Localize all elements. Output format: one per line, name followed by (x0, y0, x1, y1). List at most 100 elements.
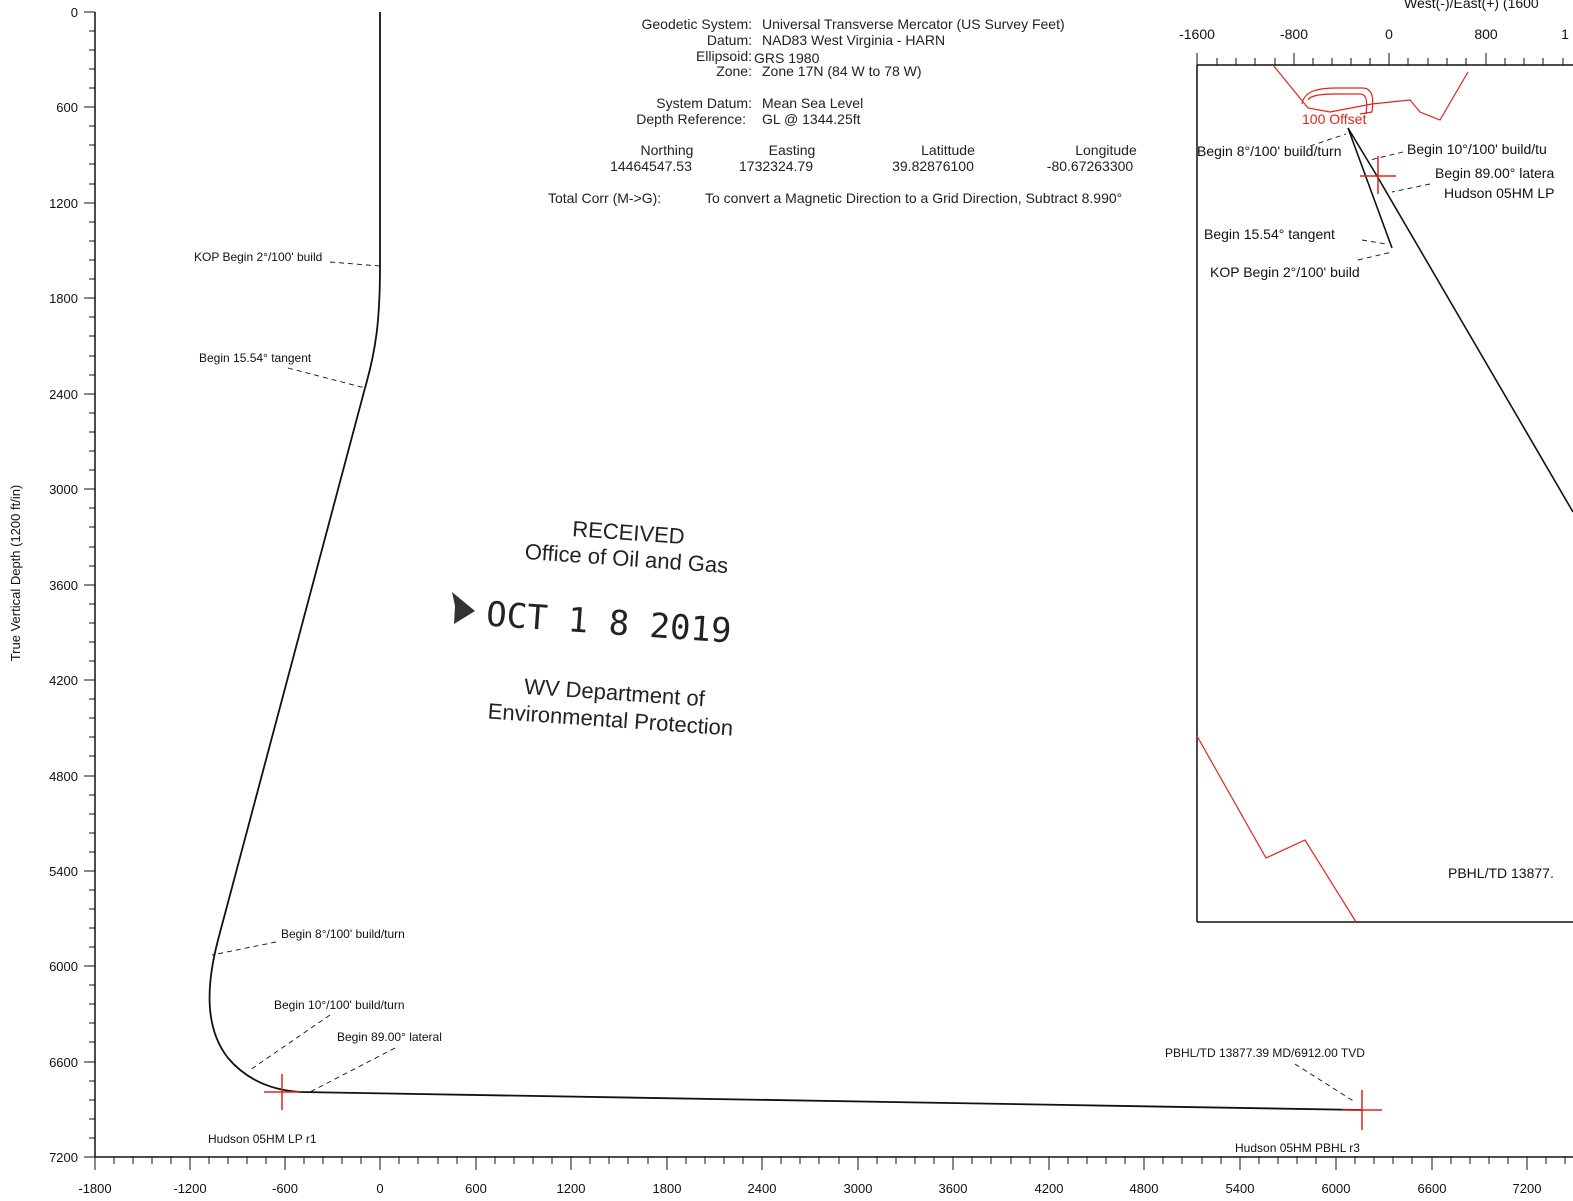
plan-offset-label: 100 Offset (1302, 111, 1366, 127)
received-stamp: RECEIVED Office of Oil and Gas OCT 1 8 2… (452, 516, 734, 741)
plan-build10-leader (1369, 151, 1404, 161)
depth-ref-value: GL @ 1344.25ft (762, 111, 861, 127)
plan-tick-label: 1 (1561, 26, 1569, 42)
geodetic-label: Geodetic System: (642, 16, 753, 32)
plan-tick-label: 0 (1385, 26, 1393, 42)
latitude-value: 39.82876100 (892, 158, 974, 174)
plan-tangent-annotation: Begin 15.54° tangent (1204, 226, 1335, 242)
stamp-arrow-mark (452, 592, 475, 624)
plan-tick-label: -1600 (1179, 26, 1215, 42)
x-tick-label: 1800 (653, 1181, 682, 1196)
plan-pbhl-annotation: PBHL/TD 13877. (1448, 865, 1554, 881)
x-tick-label: 7200 (1513, 1181, 1542, 1196)
x-tick-label: -600 (272, 1181, 298, 1196)
lateral-annotation: Begin 89.00° lateral (337, 1030, 442, 1044)
lp-annotation: Hudson 05HM LP r1 (208, 1132, 317, 1146)
plan-view: West(-)/East(+) (1600 -1600 -800 0 800 1… (1179, 0, 1573, 923)
plan-kop-annotation: KOP Begin 2°/100' build (1210, 264, 1360, 280)
y-tick-label: 7200 (49, 1150, 78, 1165)
ellipsoid-label: Ellipsoid: (696, 48, 752, 64)
plan-ticks (1196, 53, 1564, 65)
easting-label: Easting (769, 142, 816, 158)
plan-tangent-leader (1361, 239, 1387, 245)
ellipsoid-value: GRS 1980 (754, 50, 820, 66)
plan-lp-annotation: Hudson 05HM LP (1444, 185, 1555, 201)
kop-annotation: KOP Begin 2°/100' build (194, 250, 322, 264)
build8-leader (211, 941, 277, 956)
header-info: Geodetic System: Universal Transverse Me… (548, 16, 1137, 206)
lateral-leader (309, 1047, 396, 1093)
offset-boundary-bottom (1196, 735, 1357, 923)
datum-label: Datum: (707, 32, 752, 48)
plan-build8-leader (1309, 133, 1347, 147)
northing-value: 14464547.53 (610, 158, 692, 174)
plan-lp-cross (1360, 156, 1396, 194)
tangent-leader (287, 367, 366, 389)
plan-offset-lines (1196, 64, 1469, 923)
plan-lateral-leader (1391, 183, 1431, 193)
geodetic-value: Universal Transverse Mercator (US Survey… (762, 16, 1065, 32)
stamp-date: OCT 1 8 2019 (485, 595, 733, 652)
section-view: 0 600 1200 1800 2400 3000 3600 4200 4800… (8, 5, 1573, 1196)
x-axis-labels: -1800 -1200 -600 0 600 1200 1800 2400 30… (78, 1157, 1541, 1196)
lp-target-cross (264, 1074, 300, 1110)
build10-annotation: Begin 10°/100' build/turn (274, 998, 405, 1012)
plan-leader-lines (1309, 133, 1431, 261)
x-tick-label: 0 (376, 1181, 383, 1196)
datum-value: NAD83 West Virginia - HARN (762, 32, 945, 48)
system-datum-value: Mean Sea Level (762, 95, 863, 111)
y-tick-label: 1800 (49, 291, 78, 306)
zone-label: Zone: (716, 63, 752, 79)
longitude-label: Longitude (1075, 142, 1137, 158)
y-minor-ticks (89, 30, 95, 1139)
kop-leader (329, 261, 381, 267)
well-path-section (208, 12, 1363, 1111)
x-tick-label: 5400 (1226, 1181, 1255, 1196)
pbhl-td-annotation: PBHL/TD 13877.39 MD/6912.00 TVD (1165, 1046, 1365, 1060)
easting-value: 1732324.79 (739, 158, 813, 174)
y-axis-title: True Vertical Depth (1200 ft/in) (8, 485, 23, 662)
offset-loop (1301, 87, 1374, 115)
x-tick-label: 3000 (844, 1181, 873, 1196)
y-tick-label: 0 (71, 5, 78, 20)
total-corr-value: To convert a Magnetic Direction to a Gri… (705, 190, 1122, 206)
x-minor-ticks (113, 1157, 1566, 1164)
y-tick-label: 1200 (49, 196, 78, 211)
y-tick-label: 3000 (49, 482, 78, 497)
x-tick-label: 4800 (1130, 1181, 1159, 1196)
x-tick-label: 2400 (748, 1181, 777, 1196)
plan-tick-label: -800 (1280, 26, 1308, 42)
build10-leader (249, 1014, 331, 1071)
pbhl-target-cross (1342, 1090, 1382, 1130)
offset-boundary-top (1272, 64, 1469, 121)
y-axis-labels: 0 600 1200 1800 2400 3000 3600 4200 4800… (49, 5, 95, 1165)
total-corr-label: Total Corr (M->G): (548, 190, 661, 206)
x-tick-label: 600 (465, 1181, 487, 1196)
x-tick-label: 1200 (557, 1181, 586, 1196)
build8-annotation: Begin 8°/100' build/turn (281, 927, 405, 941)
y-tick-label: 2400 (49, 387, 78, 402)
northing-label: Northing (641, 142, 694, 158)
y-tick-label: 4800 (49, 769, 78, 784)
plan-kop-leader (1357, 251, 1393, 261)
pbhl-annotation: Hudson 05HM PBHL r3 (1235, 1141, 1360, 1155)
y-tick-label: 6600 (49, 1055, 78, 1070)
y-tick-label: 5400 (49, 864, 78, 879)
y-tick-label: 4200 (49, 673, 78, 688)
x-tick-label: 3600 (939, 1181, 968, 1196)
depth-ref-label: Depth Reference: (636, 111, 746, 127)
tangent-annotation: Begin 15.54° tangent (199, 351, 312, 365)
y-tick-label: 6000 (49, 959, 78, 974)
section-leader-lines (211, 261, 1356, 1103)
longitude-value: -80.67263300 (1047, 158, 1134, 174)
y-tick-label: 600 (56, 100, 78, 115)
x-tick-label: 6600 (1418, 1181, 1447, 1196)
y-tick-label: 3600 (49, 578, 78, 593)
pbhl-td-leader (1294, 1063, 1356, 1103)
x-tick-label: 4200 (1035, 1181, 1064, 1196)
system-datum-label: System Datum: (656, 95, 752, 111)
plan-tick-label: 800 (1474, 26, 1498, 42)
x-tick-label: -1200 (173, 1181, 206, 1196)
plan-lateral-annotation: Begin 89.00° latera (1435, 165, 1554, 181)
